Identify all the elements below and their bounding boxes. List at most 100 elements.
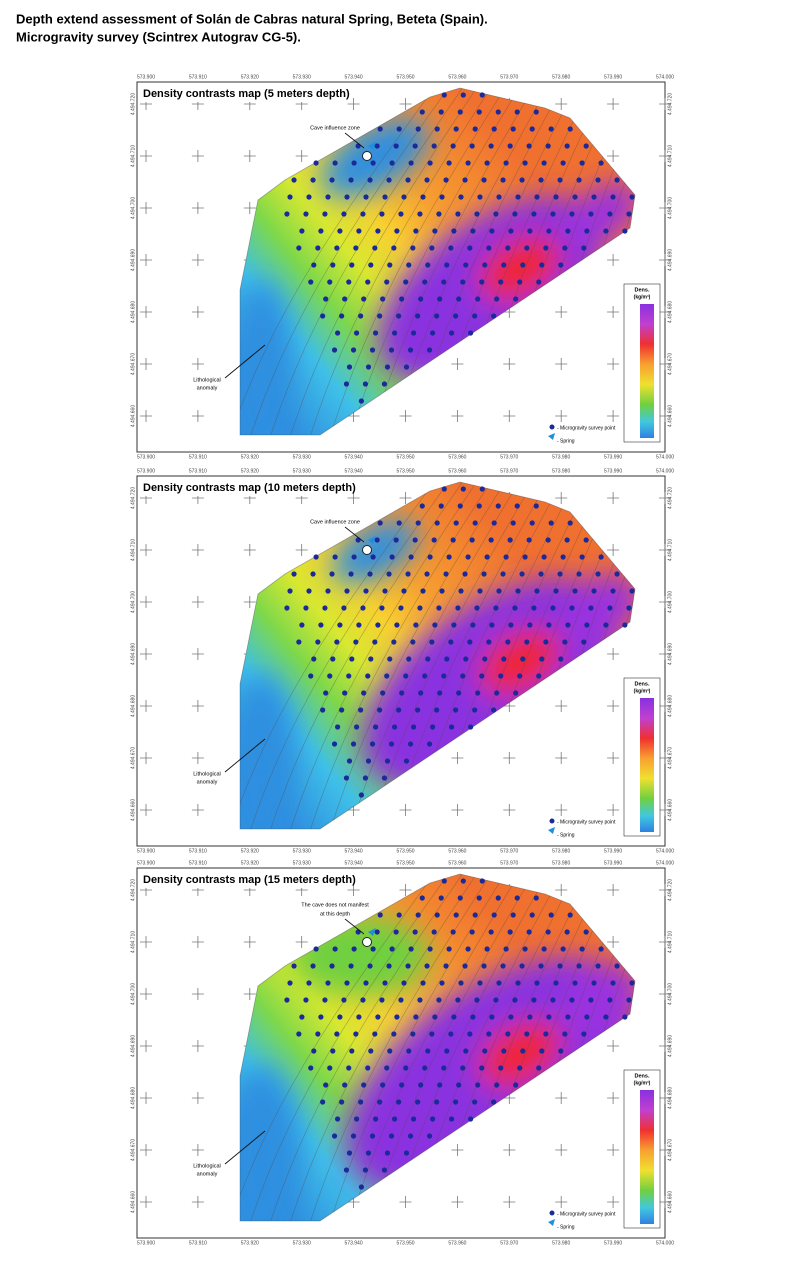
survey-point <box>369 347 376 353</box>
survey-point <box>486 245 492 251</box>
contour <box>299 482 497 829</box>
survey-point <box>322 211 328 217</box>
grid-cross <box>555 358 568 370</box>
grid-cross <box>140 752 152 764</box>
grid-cross <box>607 1144 620 1156</box>
survey-point <box>406 262 412 268</box>
survey-point <box>514 503 520 509</box>
survey-point <box>429 1116 436 1122</box>
survey-point <box>569 605 575 611</box>
survey-point <box>488 537 494 543</box>
survey-point <box>337 1014 343 1020</box>
survey-point <box>444 262 450 268</box>
survey-point <box>429 330 436 336</box>
survey-point <box>584 228 590 234</box>
survey-point <box>607 211 613 217</box>
grid-cross <box>659 1196 671 1208</box>
survey-point <box>550 211 556 217</box>
survey-point <box>394 228 400 234</box>
survey-point <box>460 486 466 492</box>
survey-point <box>394 622 400 628</box>
survey-point <box>553 980 559 986</box>
grid-cross <box>659 202 671 214</box>
grid-cross <box>503 1144 516 1156</box>
survey-point <box>476 895 482 901</box>
survey-point <box>353 1031 359 1037</box>
survey-point <box>453 912 459 918</box>
survey-point <box>377 707 383 713</box>
survey-point <box>448 1031 454 1037</box>
density-blobs <box>240 118 635 435</box>
survey-point <box>396 520 402 526</box>
y-tick-label: 4.494.670 <box>130 1139 136 1161</box>
survey-point <box>406 1048 412 1054</box>
survey-point <box>413 228 419 234</box>
survey-point <box>598 160 604 166</box>
x-tick-label: 573.930 <box>293 74 311 80</box>
grid-cross <box>555 1092 568 1104</box>
survey-point <box>467 724 474 730</box>
grid-cross <box>659 492 671 504</box>
x-tick-label: 573.960 <box>448 468 466 474</box>
survey-point <box>361 296 367 302</box>
legend-title: Dens. <box>635 1073 650 1079</box>
grid-cross <box>140 804 152 816</box>
survey-point <box>387 1048 393 1054</box>
survey-point <box>344 194 350 200</box>
survey-point <box>437 1082 443 1088</box>
survey-point <box>514 109 520 115</box>
survey-point <box>374 929 380 935</box>
survey-point <box>557 963 563 969</box>
survey-point <box>526 143 532 149</box>
survey-point <box>482 262 488 268</box>
survey-point <box>418 1082 424 1088</box>
survey-point <box>384 279 390 285</box>
survey-point <box>403 1150 410 1156</box>
survey-point <box>500 963 506 969</box>
survey-point <box>505 639 511 645</box>
x-tick-label: 573.950 <box>396 454 414 460</box>
survey-point <box>315 639 321 645</box>
x-tick-label: 573.980 <box>552 454 570 460</box>
survey-point <box>299 1014 305 1020</box>
grid-cross <box>295 544 308 556</box>
survey-point <box>491 912 497 918</box>
x-tick-label: 573.900 <box>137 74 155 80</box>
survey-point <box>377 520 383 526</box>
x-tick-label: 573.940 <box>345 468 363 474</box>
survey-point <box>474 605 480 611</box>
survey-point <box>334 330 341 336</box>
survey-point <box>520 656 526 662</box>
survey-point <box>527 1014 533 1020</box>
survey-point <box>457 895 463 901</box>
y-tick-label: 4.494.670 <box>667 353 673 375</box>
survey-point <box>355 929 361 935</box>
x-tick-label: 573.910 <box>189 468 207 474</box>
survey-point <box>379 211 385 217</box>
high-density-zone <box>559 573 635 645</box>
x-tick-label: 574.000 <box>656 468 674 474</box>
survey-point <box>607 997 613 1003</box>
survey-point <box>284 605 290 611</box>
survey-point <box>491 520 497 526</box>
survey-point <box>441 279 447 285</box>
survey-point <box>614 571 620 577</box>
map-panel: 573.900 573.900 573.910 573.910 573.920 573.9… <box>130 860 674 1246</box>
x-tick-label: 573.940 <box>345 848 363 854</box>
survey-point <box>484 554 490 560</box>
survey-point <box>460 878 466 884</box>
y-tick-label: 4.494.710 <box>130 539 136 561</box>
grid-cross <box>503 752 516 764</box>
grid-cross <box>191 700 204 712</box>
survey-point <box>481 177 487 183</box>
survey-point <box>610 194 616 200</box>
survey-point <box>526 929 532 935</box>
grid-cross <box>607 936 620 948</box>
survey-point <box>522 160 528 166</box>
survey-point <box>372 1116 379 1122</box>
y-tick-label: 4.494.660 <box>667 799 673 821</box>
survey-point <box>564 143 570 149</box>
survey-point <box>329 963 335 969</box>
survey-point <box>456 690 462 696</box>
x-tick-label: 573.970 <box>500 454 518 460</box>
